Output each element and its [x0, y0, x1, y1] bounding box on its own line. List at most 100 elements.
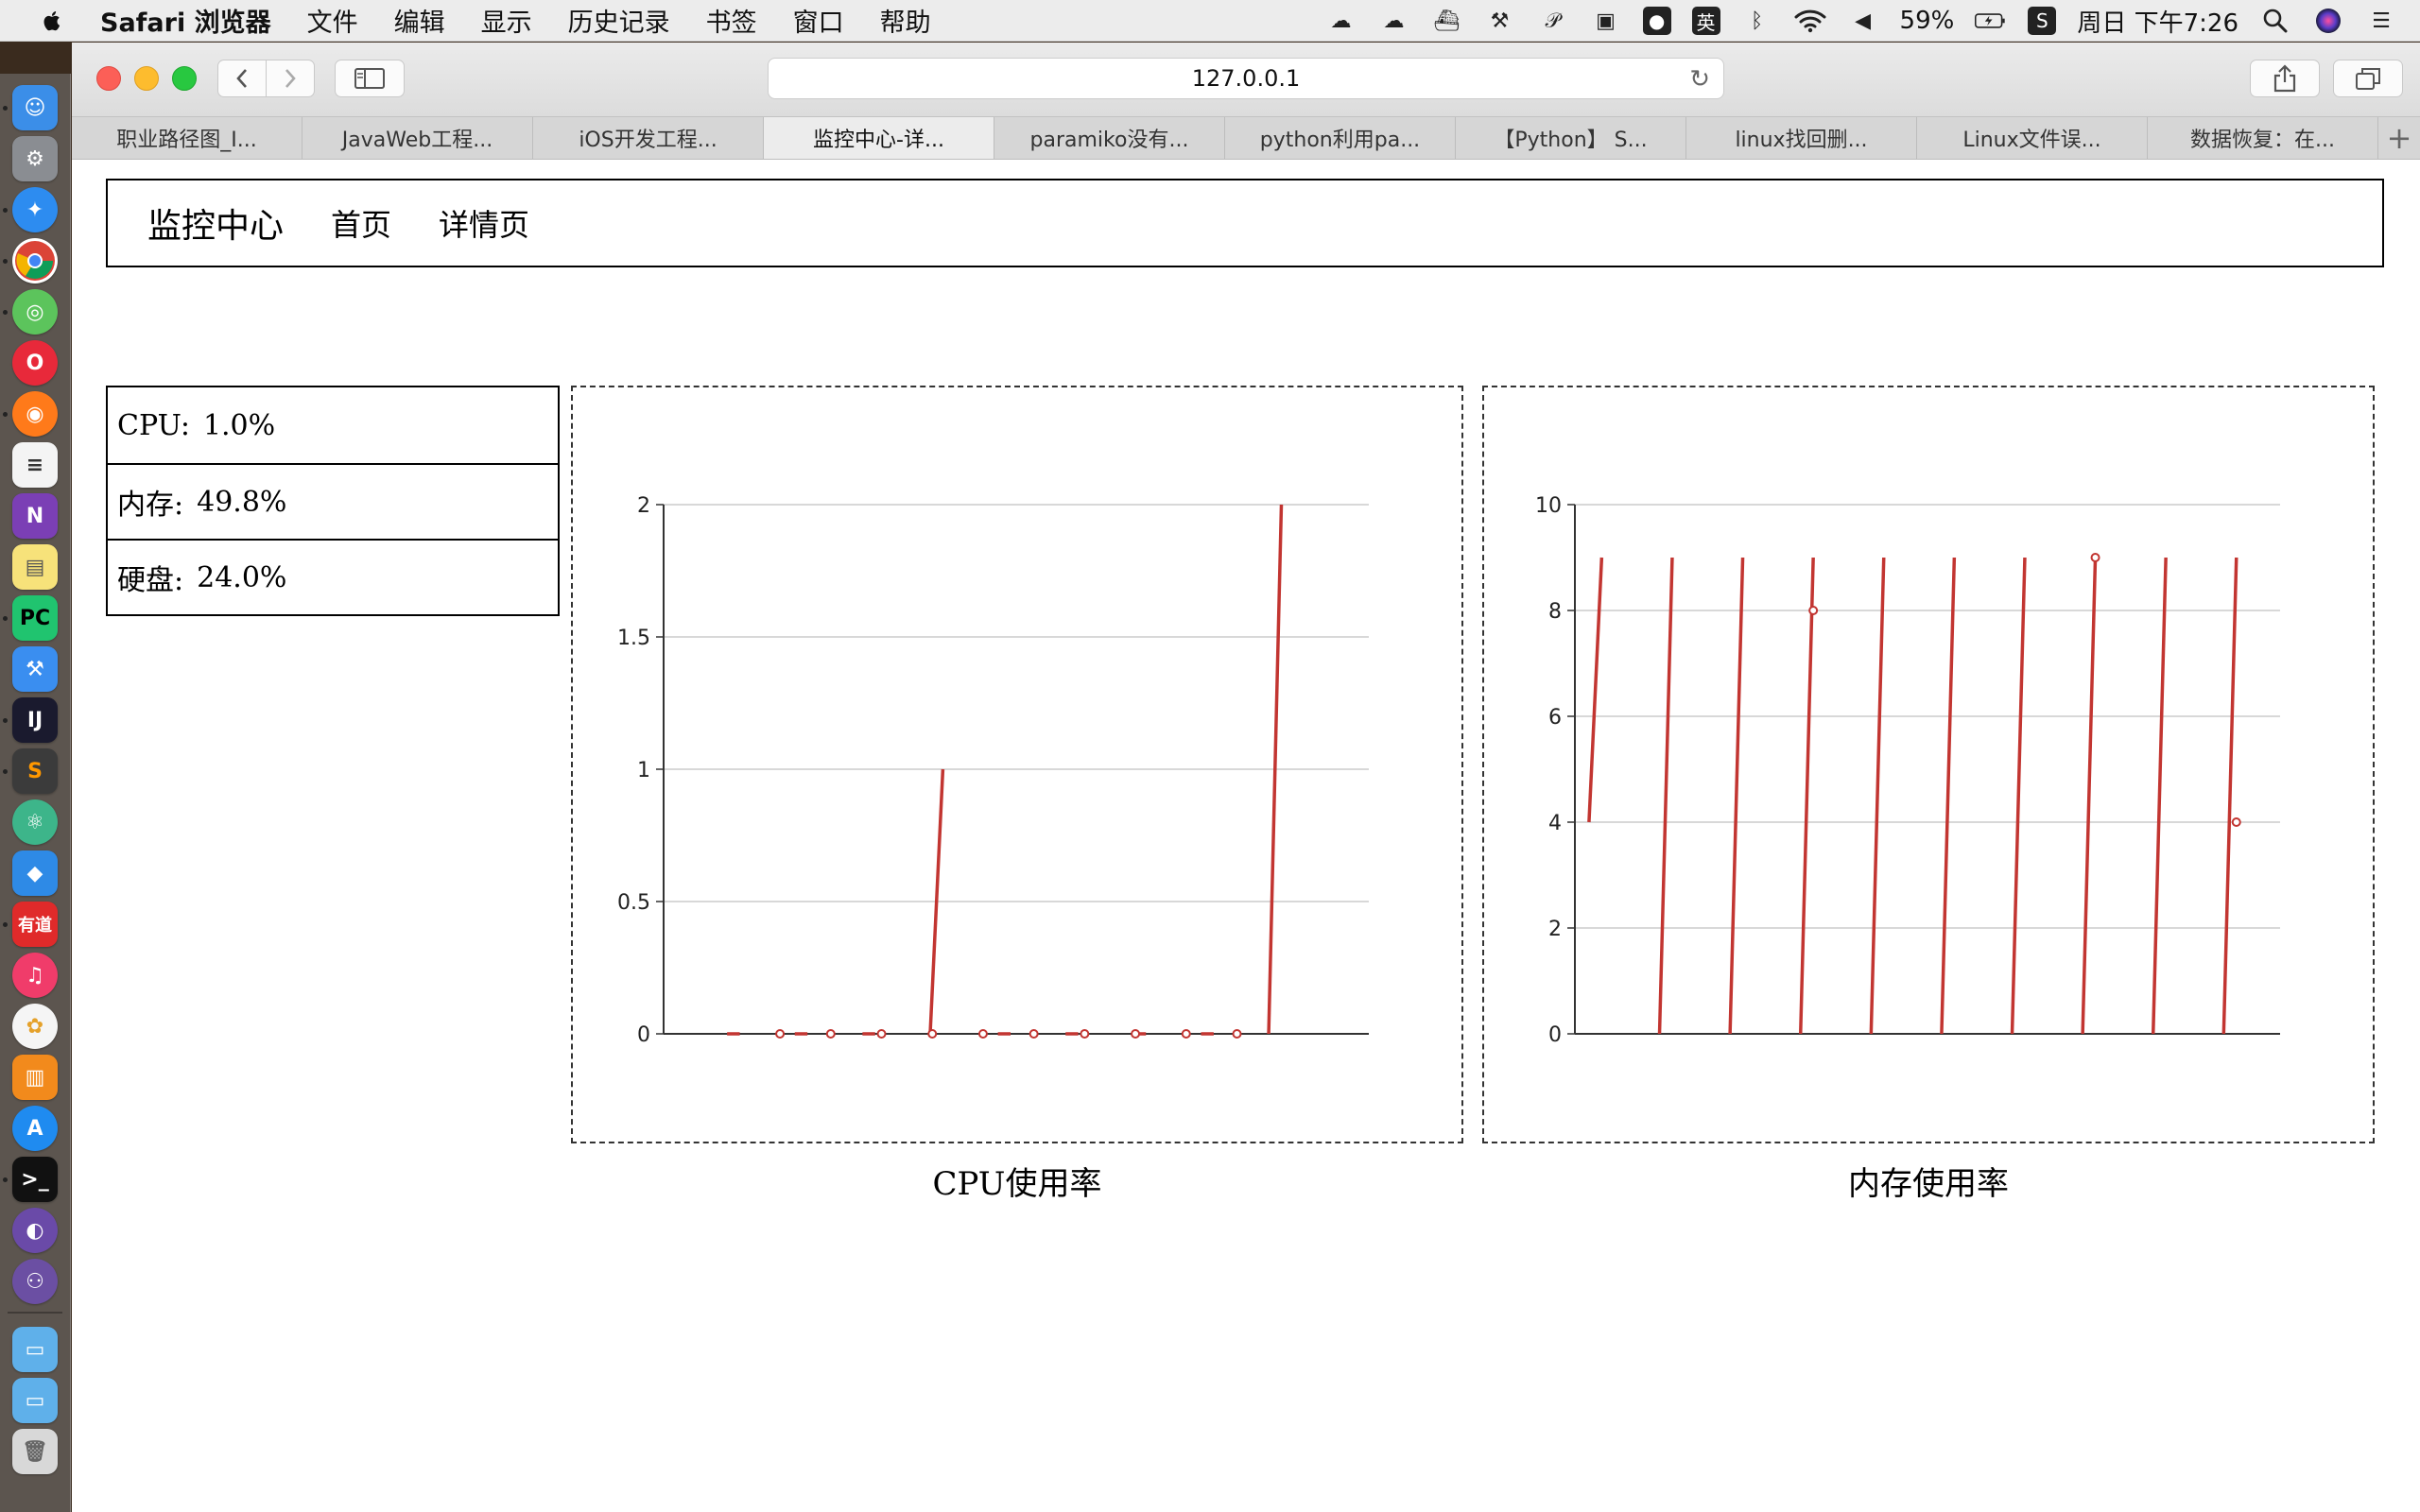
notification-center-icon[interactable]: ☰ [2372, 9, 2391, 33]
forward-button[interactable] [266, 60, 315, 97]
dock: ☺ ⚙ ✦ ◎ O ◉ ≡ N ▤ PC ⚒ IJ S ⚛ ◆ 有道 ♫ ✿ ▥… [0, 74, 71, 1512]
data-point [825, 1029, 836, 1039]
menu-history[interactable]: 历史记录 [567, 9, 670, 38]
tab-linux-file[interactable]: Linux文件误... [1917, 117, 2148, 159]
tab-javaweb[interactable]: JavaWeb工程... [302, 117, 533, 159]
wechat-icon[interactable]: ◎ [12, 289, 58, 335]
y-tick-label: 2 [1548, 918, 1562, 941]
menu-view[interactable]: 显示 [480, 9, 532, 38]
tab-data-recovery[interactable]: 数据恢复：在... [2148, 117, 2378, 159]
data-point [977, 1029, 988, 1039]
tab-linux-recover[interactable]: linux找回删... [1686, 117, 1917, 159]
nav-link-home[interactable]: 首页 [331, 207, 392, 243]
back-button[interactable] [217, 60, 267, 97]
battery-icon[interactable] [1975, 7, 2007, 35]
itunes-icon[interactable]: ♫ [12, 953, 58, 998]
url-text: 127.0.0.1 [1191, 65, 1301, 92]
folder-icon[interactable]: ▭ [12, 1327, 58, 1372]
tabs-overview-button[interactable] [2333, 60, 2403, 97]
menu-bookmarks[interactable]: 书签 [705, 9, 757, 38]
tab-python-s[interactable]: 【Python】 S... [1456, 117, 1686, 159]
nav-link-detail[interactable]: 详情页 [439, 207, 530, 243]
cloud-sync-icon[interactable]: ☁ [1383, 9, 1405, 33]
address-bar[interactable]: 127.0.0.1 ↻ [768, 58, 1724, 99]
running-indicator [3, 259, 8, 264]
sublime-icon[interactable]: S [12, 748, 58, 794]
pycharm-icon[interactable]: PC [12, 595, 58, 641]
tab-python-paramiko[interactable]: python利用pa... [1225, 117, 1456, 159]
p-icon[interactable]: 𝒫 [1545, 9, 1561, 33]
system-preferences-icon[interactable]: ⚙ [12, 136, 58, 181]
series-line-segment [2151, 557, 2168, 1035]
app-name-menu[interactable]: Safari 浏览器 [100, 9, 271, 38]
cpu-chart-svg: 0 0.5 1 1.5 2 [617, 494, 1369, 1047]
running-indicator [3, 1177, 8, 1182]
bluetooth-icon[interactable]: ᛒ [1750, 9, 1764, 33]
photos-icon[interactable]: ✿ [12, 1004, 58, 1049]
memory-chart: 0 2 4 6 8 10 [1482, 386, 2375, 1143]
spotlight-search-icon[interactable] [2259, 7, 2291, 35]
app-store-icon[interactable]: A [12, 1106, 58, 1151]
ibooks-icon[interactable]: ▥ [12, 1055, 58, 1100]
color-app-icon[interactable]: ◐ [12, 1208, 58, 1253]
display-icon[interactable]: ▣ [1596, 9, 1616, 33]
hammer-icon[interactable]: ⚒ [1490, 9, 1510, 33]
youdao-icon[interactable]: 有道 [12, 902, 58, 947]
menu-edit[interactable]: 编辑 [393, 9, 445, 38]
zoom-window-button[interactable] [172, 66, 197, 91]
minimize-window-button[interactable] [134, 66, 159, 91]
data-point [1028, 1029, 1039, 1039]
xcode-icon[interactable]: ⚒ [12, 646, 58, 692]
microphone-icon[interactable]: ● [1642, 7, 1671, 35]
flow-icon[interactable]: ◆ [12, 850, 58, 896]
tabs-icon [2356, 68, 2380, 90]
input-method-icon[interactable]: 英 [1691, 7, 1720, 35]
siri-icon[interactable] [2312, 7, 2344, 35]
cpu-chart: 0 0.5 1 1.5 2 [571, 386, 1463, 1143]
data-point [2231, 817, 2241, 827]
downloads-folder-icon[interactable]: ▭ [12, 1378, 58, 1423]
finder-icon[interactable]: ☺ [12, 85, 58, 130]
sidebar-toggle-button[interactable] [335, 60, 405, 97]
opera-icon[interactable]: O [12, 340, 58, 386]
close-window-button[interactable] [96, 66, 121, 91]
stats-table: CPU: 1.0% 内存: 49.8% 硬盘: 24.0% [106, 386, 560, 616]
trash-icon[interactable]: 🗑 [12, 1429, 58, 1474]
notes-icon[interactable]: ▤ [12, 544, 58, 590]
docker-icon[interactable]: ⛴ [1433, 9, 1461, 33]
wifi-icon[interactable] [1794, 7, 1826, 35]
tab-ios-dev[interactable]: iOS开发工程... [533, 117, 764, 159]
running-indicator [3, 718, 8, 723]
tab-monitor-center[interactable]: 监控中心-详... [764, 117, 994, 159]
data-point [1181, 1029, 1191, 1039]
terminal-icon[interactable]: >_ [12, 1157, 58, 1202]
series-line-segment [1940, 557, 1957, 1035]
share-button[interactable] [2250, 60, 2320, 97]
data-point [1808, 606, 1819, 615]
atom-icon[interactable]: ⚛ [12, 799, 58, 845]
clock[interactable]: 周日 下午7:26 [2077, 9, 2238, 38]
chrome-icon[interactable] [12, 238, 58, 284]
running-indicator [3, 922, 8, 927]
site-brand[interactable]: 监控中心 [147, 207, 285, 246]
running-indicator [3, 412, 8, 417]
menu-file[interactable]: 文件 [306, 9, 358, 38]
apple-menu-icon[interactable] [38, 7, 66, 35]
intellij-icon[interactable]: IJ [12, 697, 58, 743]
tab-career-path[interactable]: 职业路径图_I... [72, 117, 302, 159]
menu-window[interactable]: 窗口 [792, 9, 844, 38]
onenote-icon[interactable]: N [12, 493, 58, 539]
safari-icon[interactable]: ✦ [12, 187, 58, 232]
tab-paramiko[interactable]: paramiko没有... [994, 117, 1225, 159]
menu-help[interactable]: 帮助 [879, 9, 931, 38]
reload-icon[interactable]: ↻ [1689, 65, 1710, 94]
cloud-icon[interactable]: ☁ [1330, 9, 1352, 33]
stat-label: 内存: [117, 489, 184, 522]
new-tab-button[interactable]: + [2386, 120, 2412, 156]
firefox-icon[interactable]: ◉ [12, 391, 58, 437]
volume-icon[interactable]: ◀ [1855, 9, 1871, 33]
reminders-icon[interactable]: ≡ [12, 442, 58, 488]
github-icon[interactable]: ⚇ [12, 1259, 58, 1304]
running-indicator [3, 106, 8, 111]
sogou-icon[interactable]: S [2028, 7, 2057, 35]
